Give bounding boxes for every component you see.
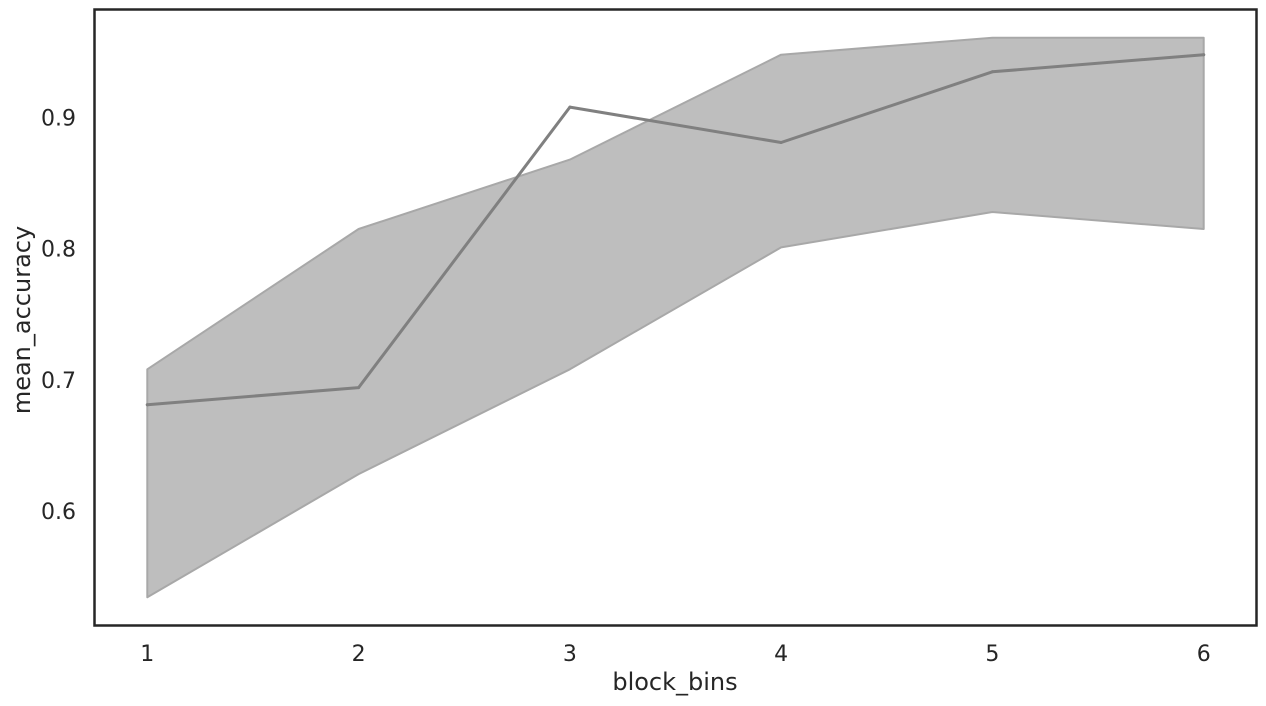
series-line-layer	[145, 53, 1206, 407]
x-axis-label: block_bins	[612, 668, 737, 696]
x-tick-label: 5	[985, 642, 999, 667]
confidence-band-layer	[146, 36, 1205, 599]
confidence-band	[146, 36, 1205, 599]
y-tick-label: 0.6	[41, 500, 76, 525]
x-tick-label: 1	[140, 642, 154, 667]
x-tick-label: 3	[563, 642, 577, 667]
data-point	[1202, 53, 1206, 57]
y-tick-labels: 0.6 0.7 0.8 0.9	[41, 107, 76, 525]
data-point	[145, 403, 149, 407]
x-tick-label: 2	[352, 642, 366, 667]
x-tick-labels: 1 2 3 4 5 6	[140, 642, 1210, 667]
x-tick-label: 6	[1197, 642, 1211, 667]
y-tick-label: 0.7	[41, 369, 76, 394]
x-tick-label: 4	[774, 642, 788, 667]
series-line	[145, 53, 1206, 407]
y-axis-label: mean_accuracy	[8, 226, 36, 414]
data-point	[779, 141, 783, 144]
y-tick-label: 0.9	[41, 107, 76, 132]
data-point	[990, 70, 994, 74]
plot-frame	[93, 8, 1258, 627]
data-point	[357, 386, 361, 390]
data-point	[568, 105, 572, 109]
y-tick-label: 0.8	[41, 238, 76, 263]
